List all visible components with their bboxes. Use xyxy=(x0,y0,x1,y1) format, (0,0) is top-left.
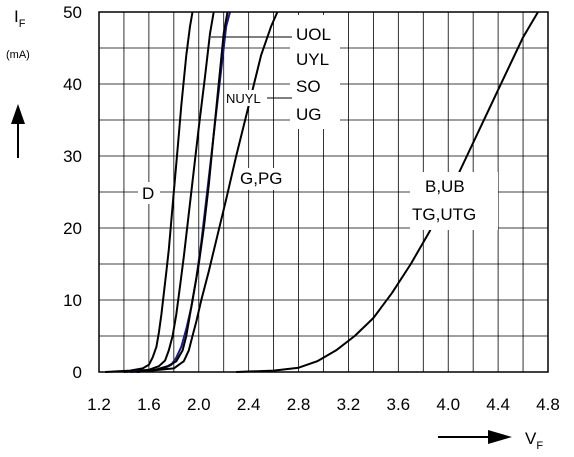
x-axis-label-main: V xyxy=(525,429,537,448)
label-uyl: UYL xyxy=(296,50,329,69)
x-axis-label: VF xyxy=(525,429,543,452)
label-bub: B,UB xyxy=(425,177,465,196)
y-tick-label: 20 xyxy=(63,219,82,238)
y-tick-label: 30 xyxy=(63,147,82,166)
y-axis-arrow-icon xyxy=(11,104,25,124)
label-box-uol-group xyxy=(290,15,340,129)
label-gpg: G,PG xyxy=(240,169,283,188)
series-line-uol xyxy=(123,11,215,373)
x-tick-labels: 1.2 1.6 2.0 2.4 2.8 3.2 3.6 4.0 4.4 4.8 xyxy=(87,395,560,414)
series-line-b-ub xyxy=(236,11,539,373)
y-axis-unit: (mA) xyxy=(6,49,30,61)
label-uol: UOL xyxy=(296,25,331,44)
label-box-nuyl xyxy=(225,90,259,106)
y-tick-labels: 0 10 20 30 40 50 xyxy=(63,3,82,382)
x-tick-label: 4.0 xyxy=(436,395,460,414)
x-tick-label: 4.8 xyxy=(536,395,560,414)
y-tick-label: 40 xyxy=(63,75,82,94)
y-tick-label: 0 xyxy=(73,363,82,382)
y-tick-label: 10 xyxy=(63,291,82,310)
y-axis-label-main: I xyxy=(14,7,19,26)
label-box-gpg xyxy=(236,168,296,190)
x-tick-label: 3.2 xyxy=(337,395,361,414)
label-nuyl: NUYL xyxy=(226,91,261,106)
plot-frame xyxy=(98,11,549,373)
label-d: D xyxy=(142,184,154,203)
series-line-g-pg xyxy=(136,11,279,373)
x-axis-arrow-icon xyxy=(488,430,512,444)
label-box-d xyxy=(138,182,160,204)
x-tick-label: 2.0 xyxy=(187,395,211,414)
curves xyxy=(105,11,539,373)
series-line-d xyxy=(105,11,194,373)
y-axis-label: IF xyxy=(14,7,26,30)
y-axis-label-sub: F xyxy=(19,18,26,30)
label-so: SO xyxy=(296,77,321,96)
label-box-bub xyxy=(410,172,498,230)
y-tick-label: 50 xyxy=(63,3,82,22)
x-axis-label-sub: F xyxy=(536,440,543,452)
x-tick-label: 2.4 xyxy=(237,395,261,414)
label-tgutg: TG,UTG xyxy=(412,205,476,224)
label-ug: UG xyxy=(296,105,322,124)
x-tick-label: 4.4 xyxy=(486,395,510,414)
x-tick-label: 3.6 xyxy=(387,395,411,414)
series-line-uyl xyxy=(136,11,229,373)
x-tick-label: 1.6 xyxy=(137,395,161,414)
x-tick-label: 2.8 xyxy=(287,395,311,414)
x-tick-label: 1.2 xyxy=(87,395,111,414)
